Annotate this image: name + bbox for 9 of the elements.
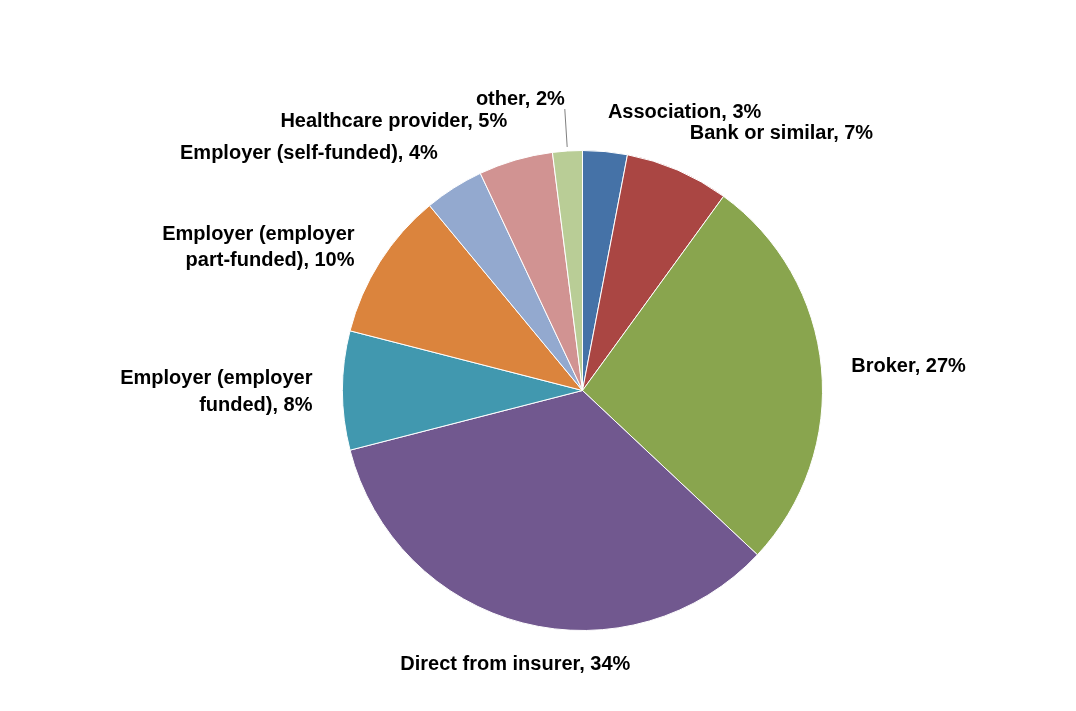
slice-label: Employer (self-funded), 4% (180, 140, 439, 163)
slice-label: Direct from insurer, 34% (400, 652, 631, 675)
slice-label: Healthcare provider, 5% (280, 109, 508, 132)
slice-label: Employer (employer funded), 8% (120, 366, 313, 415)
slice-label: Bank or similar, 7% (689, 120, 874, 143)
slice-label: Association, 3% (607, 99, 762, 122)
slice-label: other, 2% (475, 87, 566, 110)
slice-label: Broker, 27% (851, 354, 967, 377)
slice-label: Employer (employer part-funded), 10% (162, 221, 355, 271)
